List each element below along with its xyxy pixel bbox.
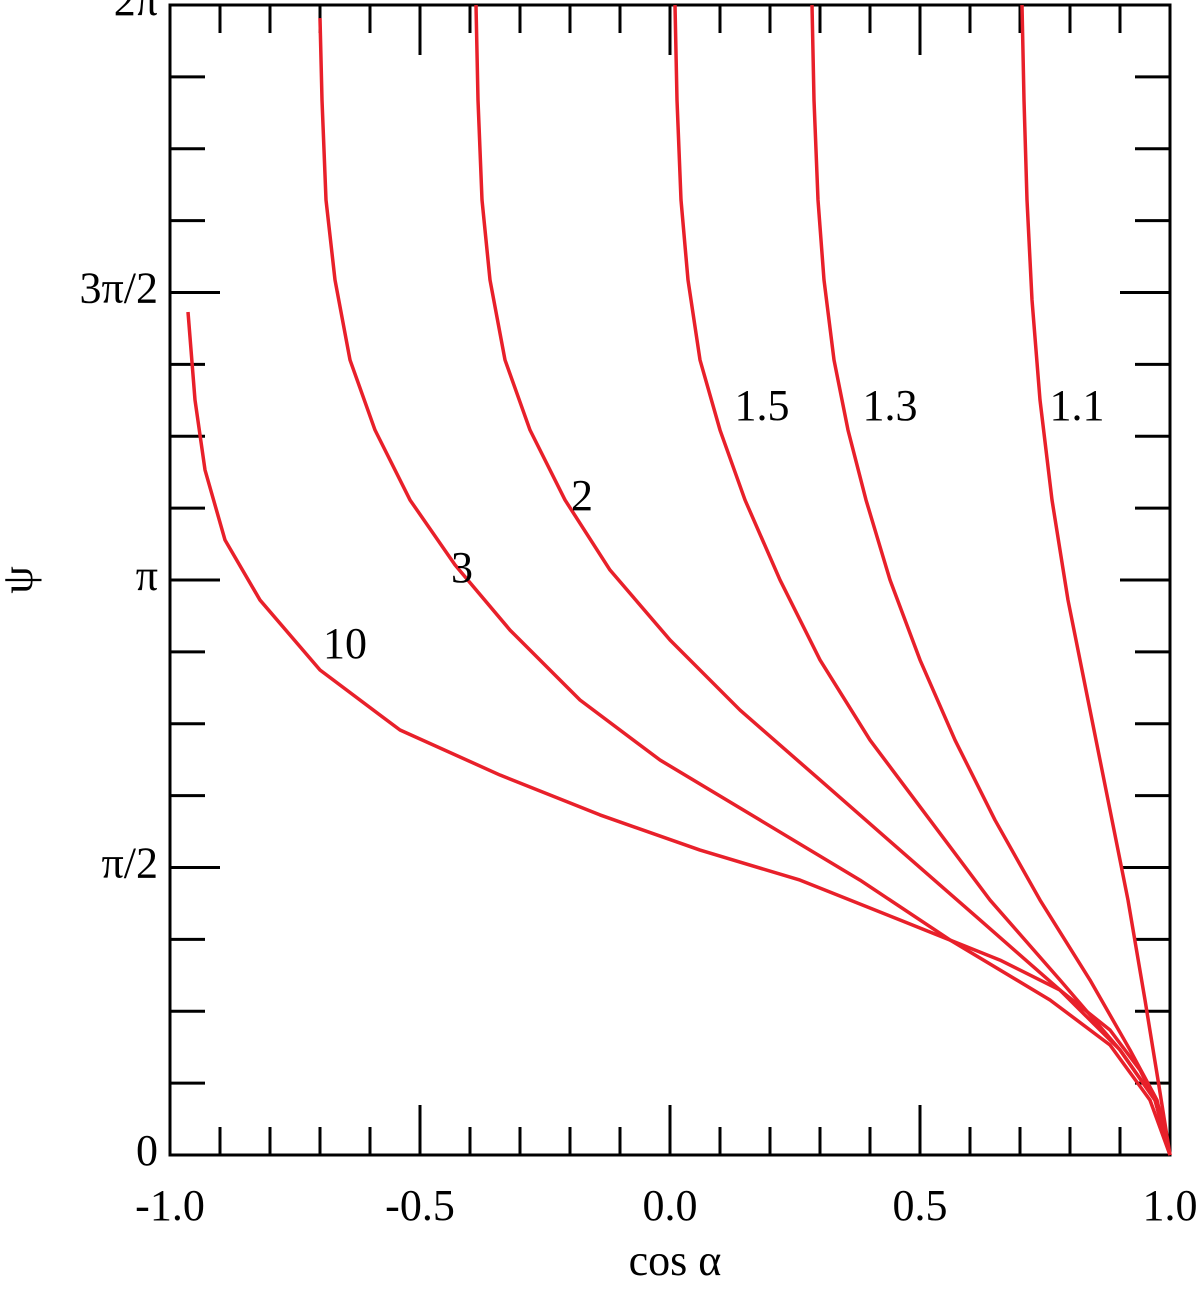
y-tick-label: 0 bbox=[136, 1126, 158, 1175]
x-tick-label: 0.5 bbox=[893, 1181, 948, 1230]
curve bbox=[318, 17, 1172, 1156]
y-tick-label: 3π/2 bbox=[80, 264, 158, 313]
y-tick-label: π bbox=[136, 551, 158, 600]
x-tick-label: -0.5 bbox=[385, 1181, 455, 1230]
curve-label: 1.1 bbox=[1050, 381, 1105, 430]
curve bbox=[810, 4, 1172, 1156]
y-tick-label: 2π bbox=[114, 0, 158, 25]
y-tick-label: π/2 bbox=[102, 839, 158, 888]
curve-label: 1.3 bbox=[863, 381, 918, 430]
curve bbox=[474, 4, 1172, 1156]
y-axis-label: ψ bbox=[0, 566, 42, 594]
x-tick-label: -1.0 bbox=[135, 1181, 205, 1230]
x-tick-label: 1.0 bbox=[1143, 1181, 1198, 1230]
curve-label: 2 bbox=[571, 471, 593, 520]
curve-label: 10 bbox=[323, 619, 367, 668]
x-tick-label: 0.0 bbox=[643, 1181, 698, 1230]
x-axis-label: cos α bbox=[629, 1236, 722, 1285]
plot-frame bbox=[168, 3, 1172, 1157]
curve bbox=[186, 311, 1172, 1156]
curve-label: 3 bbox=[451, 543, 473, 592]
curve bbox=[1020, 4, 1172, 1156]
curve bbox=[673, 4, 1172, 1156]
curve-label: 1.5 bbox=[735, 381, 790, 430]
